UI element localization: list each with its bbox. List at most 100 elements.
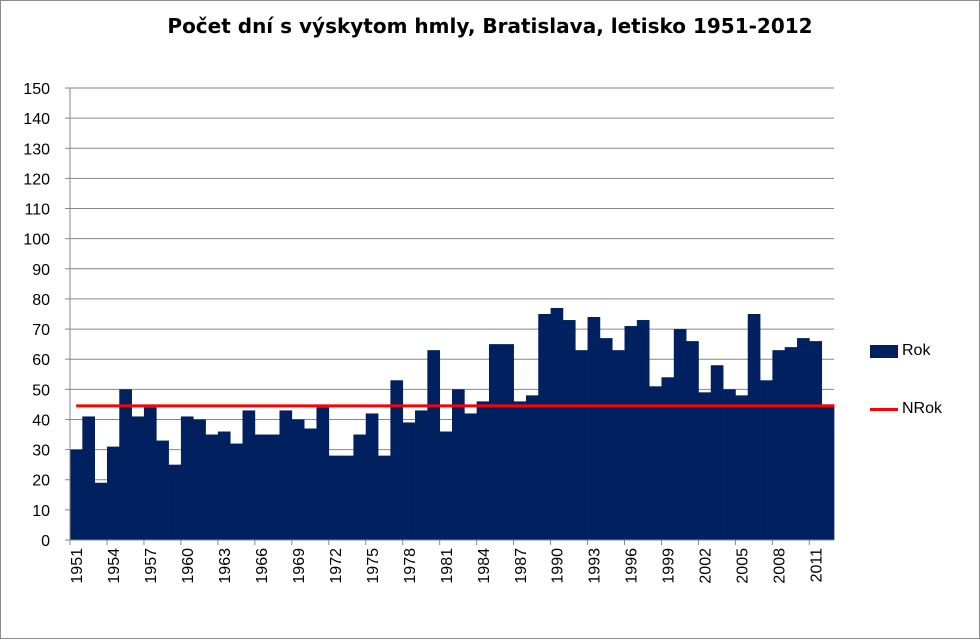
y-tick-label: 90 [32,262,50,279]
bar-1987 [513,401,527,540]
bar-1989 [538,314,551,540]
bar-2002 [698,392,712,540]
bar-1968 [279,410,293,540]
bar-1985 [488,344,502,540]
axes [69,88,834,545]
bar-1956 [131,416,145,540]
x-tick-label: 2005 [735,548,752,584]
bar-1966 [254,434,268,540]
bar-1969 [291,419,305,540]
bar-1997 [636,320,650,540]
bar-1986 [501,344,514,540]
y-tick-label: 80 [32,292,50,309]
y-tick-label: 130 [23,141,50,158]
bar-2006 [747,314,761,540]
bar-1980 [427,350,441,540]
x-tick-label: 1963 [217,548,234,584]
bar-1971 [316,407,330,540]
bar-2007 [760,380,773,540]
bar-1983 [464,413,477,540]
y-tick-label: 150 [23,81,50,98]
x-tick-label: 1975 [365,548,382,584]
bar-1992 [575,350,588,540]
bar-1978 [402,422,416,540]
bar-1951 [70,449,83,540]
bar-1970 [304,428,317,540]
chart-title: Počet dní s výskytom hmly, Bratislava, l… [167,14,813,38]
bar-2005 [735,395,749,540]
bar-2003 [710,365,724,540]
y-tick-label: 120 [23,171,50,188]
bar-series-rok [70,307,835,540]
bar-1961 [193,419,206,540]
x-tick-label: 1990 [550,548,567,584]
y-tick-label: 60 [32,352,50,369]
bar-1974 [353,434,367,540]
x-tick-label: 1987 [513,548,530,584]
bar-1994 [599,338,613,540]
y-tick-label: 100 [23,232,50,249]
legend-item-nrok: NRok [870,400,942,418]
y-tick-label: 20 [32,473,50,490]
bar-1962 [205,434,219,540]
bar-1991 [562,320,576,540]
bar-1988 [525,395,539,540]
x-tick-label: 1981 [439,548,456,584]
x-tick-label: 1954 [106,548,123,584]
x-tick-label: 2011 [809,548,826,583]
bar-1975 [365,413,379,540]
x-tick-label: 2002 [698,548,715,584]
bar-2004 [723,389,736,540]
y-tick-label: 50 [32,382,50,399]
bar-1999 [661,377,675,540]
bar-1979 [415,410,428,540]
y-tick-label: 0 [41,533,50,550]
y-tick-label: 110 [24,202,50,219]
bar-1965 [242,410,256,540]
x-tick-label: 1957 [143,548,160,584]
x-tick-label: 2008 [772,548,789,584]
legend-label-nrok: NRok [902,400,943,417]
x-tick-label: 1978 [402,548,419,584]
bar-1967 [267,434,280,540]
bar-1984 [476,401,490,540]
bar-2000 [673,329,687,540]
bar-2008 [772,350,786,540]
bar-1973 [341,455,354,540]
bar-2010 [797,338,810,540]
y-tick-label: 30 [32,443,50,460]
x-tick-label: 1996 [624,548,641,584]
x-tick-label: 1993 [587,548,604,584]
y-tick-label: 140 [23,111,50,128]
bar-1957 [143,407,157,540]
bar-2001 [686,341,699,540]
bar-1963 [217,431,231,540]
x-tick-label: 1960 [180,548,197,584]
bar-1954 [106,446,120,540]
bar-1953 [94,482,108,540]
x-tick-label: 1999 [661,548,678,584]
bar-1960 [180,416,194,540]
bar-1958 [156,440,169,540]
x-tick-label: 1966 [254,548,271,584]
bar-1964 [230,443,243,540]
x-tick-labels: 1951 1954 1957 1960 1963 1966 1969 1972 1975 1978… [69,548,825,584]
bar-1982 [452,389,465,540]
bar-1977 [390,380,404,540]
bar-1993 [587,317,601,540]
bar-1981 [439,431,453,540]
y-tick-label: 40 [32,412,50,429]
bar-2009 [784,347,798,540]
y-tick-label: 70 [32,322,50,339]
y-tick-label: 10 [32,503,50,520]
y-tick-labels: 0 10 20 30 40 50 60 70 80 90 100 110 120 130 140 150 [23,81,50,550]
bar-1996 [624,326,638,540]
bar-1998 [649,386,662,540]
bar-1990 [550,307,564,540]
legend-label-rok: Rok [902,342,931,359]
legend-swatch-nrok [870,407,898,411]
legend-item-rok: Rok [870,342,930,360]
bar-1976 [378,455,391,540]
bar-1995 [612,350,625,540]
